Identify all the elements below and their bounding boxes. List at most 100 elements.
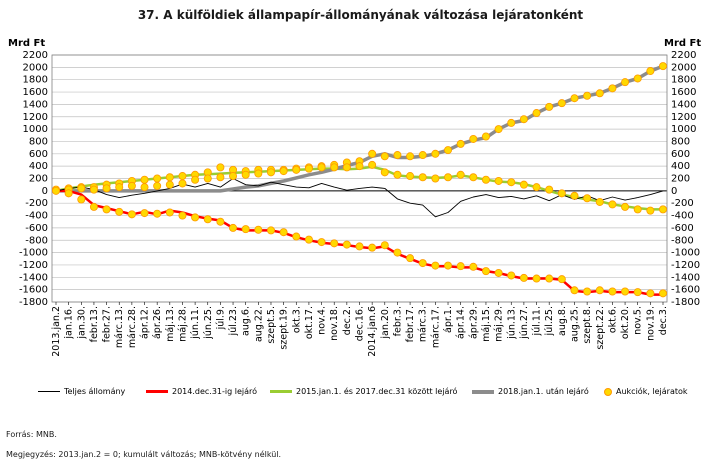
auction-marker — [418, 173, 427, 182]
x-tick-label: nov.5. — [633, 306, 644, 335]
auction-marker — [444, 173, 453, 182]
auction-marker — [456, 262, 465, 271]
auction-marker — [355, 162, 364, 171]
x-tick-label: márc.3. — [418, 306, 429, 342]
auction-marker — [89, 185, 98, 194]
y-tick-label-left: 1000 — [23, 124, 48, 135]
auction-marker — [393, 151, 402, 160]
auction-marker — [532, 183, 541, 192]
auction-marker — [444, 146, 453, 155]
auction-marker — [153, 174, 162, 183]
y-tick-label-left: 200 — [29, 174, 48, 185]
legend-swatch-after-2018 — [472, 389, 494, 394]
x-tick-label: máj.13. — [165, 306, 176, 342]
x-tick-label: ápr.12. — [140, 306, 151, 339]
x-tick-label: jún.13. — [506, 306, 517, 340]
y-tick-label-left: 400 — [29, 161, 48, 172]
auction-marker — [115, 183, 124, 192]
x-tick-label: ápr.14. — [456, 306, 467, 339]
legend-item-to-2014: 2014.dec.31-ig lejáró — [146, 387, 257, 396]
auction-marker — [583, 194, 592, 203]
x-tick-label: máj.29. — [494, 306, 505, 342]
auction-marker — [380, 152, 389, 161]
y-tick-label-right: 2000 — [671, 62, 696, 73]
x-tick-label: dec.3. — [658, 306, 669, 335]
auction-marker — [330, 239, 339, 248]
x-tick-label: júl.23. — [228, 306, 239, 336]
auction-marker — [368, 243, 377, 252]
auction-marker — [621, 78, 630, 87]
auction-marker — [279, 228, 288, 237]
x-tick-label: szept.19. — [279, 306, 290, 350]
auction-marker — [469, 173, 478, 182]
auction-marker — [140, 175, 149, 184]
auction-marker — [279, 167, 288, 176]
x-tick-label: júl.9. — [215, 306, 226, 330]
x-tick-label: jan.20. — [380, 306, 391, 340]
auction-marker — [595, 89, 604, 98]
auction-marker — [304, 235, 313, 244]
auction-marker — [304, 164, 313, 173]
auction-marker — [418, 151, 427, 160]
x-tick-label: szept.8. — [582, 306, 593, 344]
auction-marker — [64, 189, 73, 198]
legend-label-after-2018: 2018.jan.1. után lejáró — [498, 387, 589, 396]
auction-marker — [77, 195, 86, 204]
y-tick-label-right: -800 — [671, 235, 694, 246]
auction-marker — [342, 240, 351, 249]
x-tick-label: ápr.29. — [468, 306, 479, 339]
x-tick-label: febr.17. — [405, 306, 416, 342]
auction-marker — [633, 74, 642, 83]
auction-marker — [102, 205, 111, 214]
auction-marker — [608, 84, 617, 93]
legend-item-after-2018: 2018.jan.1. után lejáró — [472, 387, 589, 396]
x-tick-label: okt.20. — [620, 306, 631, 339]
auction-marker — [519, 115, 528, 124]
auction-marker — [557, 189, 566, 198]
y-tick-label-left: -600 — [25, 223, 48, 234]
y-tick-label-left: -1200 — [19, 260, 48, 271]
auction-marker — [570, 286, 579, 295]
auction-marker — [494, 125, 503, 134]
auction-marker — [469, 134, 478, 143]
x-tick-label: febr.3. — [392, 306, 403, 336]
auction-marker — [52, 186, 61, 195]
auction-marker — [115, 207, 124, 216]
y-tick-label-left: -1000 — [19, 248, 48, 259]
y-tick-label-left: 1200 — [23, 112, 48, 123]
auction-marker — [165, 208, 174, 217]
auction-marker — [127, 210, 136, 219]
y-tick-label-left: 2200 — [23, 50, 48, 61]
x-tick-label: márc.17. — [430, 306, 441, 348]
auction-marker — [368, 160, 377, 169]
auction-marker — [393, 170, 402, 179]
auction-marker — [317, 163, 326, 172]
auction-marker — [545, 185, 554, 194]
auction-marker — [229, 172, 238, 181]
auction-marker — [418, 259, 427, 268]
auction-marker — [216, 217, 225, 226]
auction-marker — [89, 202, 98, 211]
auction-marker — [507, 271, 516, 280]
auction-marker — [165, 173, 174, 182]
auction-marker — [583, 287, 592, 296]
y-tick-label-left: 0 — [42, 186, 48, 197]
auction-marker — [659, 289, 668, 298]
y-tick-label-right: -1600 — [671, 285, 700, 296]
auction-marker — [469, 262, 478, 271]
x-tick-label: okt.6. — [607, 306, 618, 333]
y-tick-label-left: 2000 — [23, 62, 48, 73]
auction-marker — [507, 118, 516, 127]
y-tick-label-right: 400 — [671, 161, 690, 172]
auction-marker — [532, 109, 541, 118]
y-tick-label-right: -1200 — [671, 260, 700, 271]
y-tick-label-right: 800 — [671, 136, 690, 147]
auction-marker — [557, 99, 566, 108]
auction-marker — [646, 206, 655, 215]
auction-marker — [355, 242, 364, 251]
y-tick-label-left: 1600 — [23, 87, 48, 98]
y-tick-label-left: -1400 — [19, 272, 48, 283]
x-tick-label: nov.18. — [329, 306, 340, 341]
x-tick-label: szept.22. — [595, 306, 606, 350]
y-tick-label-right: -200 — [671, 198, 694, 209]
